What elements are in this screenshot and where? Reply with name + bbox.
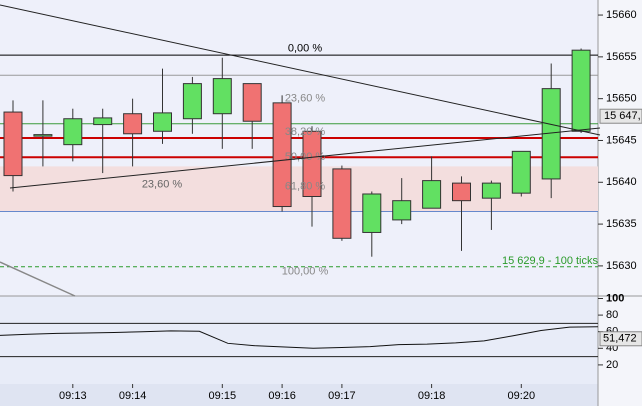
candle-body bbox=[452, 182, 471, 202]
annotation: 38,20 % bbox=[285, 126, 326, 138]
y-tick-label: 15645 bbox=[606, 134, 637, 146]
x-tick-label: 09:14 bbox=[119, 390, 147, 402]
candle-body bbox=[392, 200, 412, 221]
y-tick-label: 15635 bbox=[606, 218, 637, 230]
candle-body bbox=[33, 134, 53, 137]
candle-body bbox=[422, 180, 442, 209]
candle-body bbox=[93, 117, 113, 126]
x-tick-label: 09:15 bbox=[209, 390, 237, 402]
y-tick-label: 15660 bbox=[606, 9, 637, 21]
x-tick-label: 09:20 bbox=[508, 390, 536, 402]
annotation: 23,60 % bbox=[142, 179, 183, 191]
y-tick-label: 15650 bbox=[606, 93, 637, 105]
y-tick-label: 100 bbox=[606, 292, 624, 304]
time-axis bbox=[0, 384, 598, 406]
candle-body bbox=[511, 150, 531, 194]
y-tick-label: 15655 bbox=[606, 51, 637, 63]
y-tick-label: 15640 bbox=[606, 176, 637, 188]
x-tick-label: 09:18 bbox=[418, 390, 446, 402]
y-tick-label: 20 bbox=[606, 359, 618, 371]
y-tick-label: 80 bbox=[606, 309, 618, 321]
indicator-panel bbox=[0, 296, 598, 384]
candle-body bbox=[332, 168, 352, 239]
trend-line bbox=[9, 127, 601, 189]
candle-body bbox=[272, 102, 292, 208]
trend-line bbox=[0, 4, 601, 136]
annotation: 15 629,9 - 100 ticks bbox=[502, 255, 599, 267]
annotation: 100,00 % bbox=[282, 266, 329, 278]
candle-body bbox=[123, 113, 143, 135]
main-panel bbox=[0, 0, 598, 296]
candle-body bbox=[302, 130, 322, 197]
value-box bbox=[599, 331, 642, 347]
main-layer: 15630 15635 15640 15645 15650 15655 15660 09:13… bbox=[0, 9, 642, 402]
annotation: 0,00 % bbox=[288, 42, 322, 54]
price-box bbox=[599, 108, 642, 124]
candle-body bbox=[242, 83, 262, 122]
candle-body bbox=[212, 78, 232, 115]
annotation: 61,80 % bbox=[285, 180, 326, 192]
annotation: 23,60 % bbox=[285, 93, 326, 105]
candle-body bbox=[362, 193, 382, 233]
y-tick-label: 15630 bbox=[606, 260, 637, 272]
annotation: 50,00 % bbox=[285, 151, 326, 163]
indicator-line bbox=[0, 326, 599, 349]
candle-body bbox=[3, 111, 23, 177]
candle-body bbox=[182, 83, 202, 120]
value-label: 51,472 bbox=[603, 333, 637, 345]
x-tick-label: 09:17 bbox=[328, 390, 356, 402]
price-label: 15 647, bbox=[604, 110, 641, 122]
candle-body bbox=[153, 112, 172, 132]
x-tick-label: 09:13 bbox=[59, 390, 87, 402]
x-tick-label: 09:16 bbox=[268, 390, 296, 402]
indicator-trace bbox=[0, 261, 76, 297]
candle-body bbox=[63, 118, 83, 146]
candle-body bbox=[571, 49, 591, 132]
candle-body bbox=[481, 182, 501, 199]
